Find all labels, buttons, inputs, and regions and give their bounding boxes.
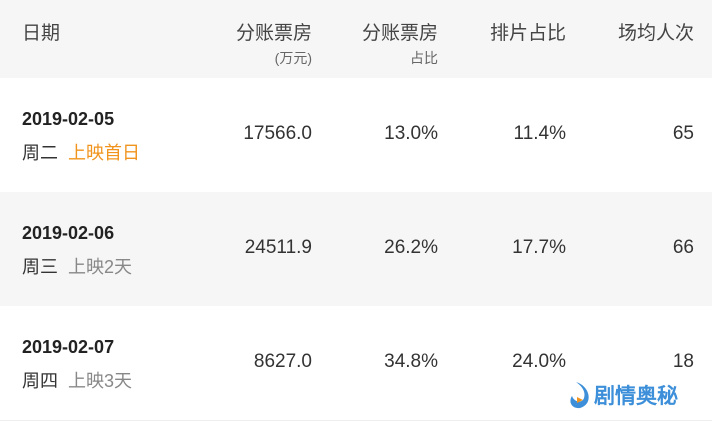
row-share: 13.0% xyxy=(384,123,438,144)
row-weekday: 周三 上映2天 xyxy=(22,253,132,279)
table-row[interactable]: 2019-02-05 周二 上映首日 17566.0 13.0% 11.4% 65 xyxy=(0,78,712,192)
row-date: 2019-02-06 xyxy=(22,223,115,243)
row-avg: 18 xyxy=(672,351,694,372)
row-date: 2019-02-07 xyxy=(22,337,115,357)
row-box-office: 24511.9 xyxy=(244,237,312,258)
header-share-sub: 占比 xyxy=(410,50,438,66)
row-screening: 24.0% xyxy=(512,351,566,372)
header-date: 日期 xyxy=(22,23,61,44)
header-box-office: 分账票房 xyxy=(235,23,312,44)
row-box-office: 8627.0 xyxy=(253,351,312,372)
weekday: 周三 xyxy=(22,257,58,277)
watermark-logo-icon xyxy=(570,382,589,409)
release-day: 上映2天 xyxy=(68,257,133,277)
divider xyxy=(0,420,712,421)
watermark-text: 剧情奥秘 xyxy=(594,385,678,408)
row-box-office: 17566.0 xyxy=(243,123,312,144)
row-date: 2019-02-05 xyxy=(22,109,115,129)
table-row[interactable]: 2019-02-07 周四 上映3天 8627.0 34.8% 24.0% 18 xyxy=(0,306,712,420)
weekday: 周二 xyxy=(22,143,58,163)
header-screening: 排片占比 xyxy=(489,23,566,44)
row-share: 34.8% xyxy=(384,351,438,372)
release-day: 上映首日 xyxy=(68,143,140,163)
weekday: 周四 xyxy=(22,371,58,391)
row-avg: 66 xyxy=(672,237,694,258)
row-share: 26.2% xyxy=(384,237,438,258)
row-screening: 17.7% xyxy=(512,237,566,258)
header-box-office-unit: (万元) xyxy=(274,50,312,66)
table-row[interactable]: 2019-02-06 周三 上映2天 24511.9 26.2% 17.7% 66 xyxy=(0,192,712,306)
row-weekday: 周二 上映首日 xyxy=(22,139,140,165)
header-share: 分账票房 xyxy=(361,23,438,44)
row-weekday: 周四 上映3天 xyxy=(22,367,132,393)
row-screening: 11.4% xyxy=(513,123,566,144)
header-avg: 场均人次 xyxy=(617,23,694,44)
table-header: 日期 分账票房 (万元) 分账票房 占比 排片占比 场均人次 xyxy=(0,0,712,78)
watermark: 剧情奥秘 xyxy=(568,380,678,410)
row-avg: 65 xyxy=(672,123,694,144)
release-day: 上映3天 xyxy=(68,371,133,391)
